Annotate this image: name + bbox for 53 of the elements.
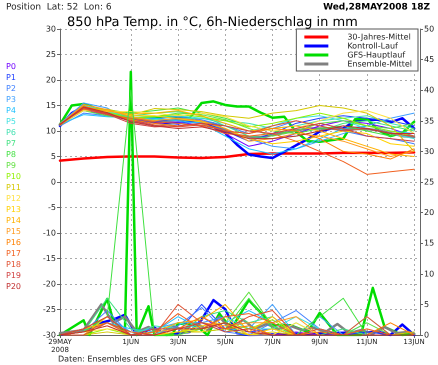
text: P20	[6, 282, 22, 291]
text: P3	[6, 95, 16, 104]
y2-tick-label: 30	[424, 146, 434, 156]
y-tick-label: -25	[42, 305, 56, 314]
y2-tick-label: 35	[424, 116, 434, 126]
y-tick-label: -30	[42, 330, 56, 340]
y2-tick-label: 15	[424, 238, 434, 248]
chart-title: 850 hPa Temp. in °C, 6h-Niederschlag in mm	[67, 15, 358, 30]
text: P9	[6, 161, 16, 170]
y2-tick-label: 0	[424, 330, 430, 340]
y-tick-label: -5	[48, 203, 56, 212]
y2-tick-label: 20	[424, 208, 434, 218]
y-tick-label: -15	[42, 254, 56, 263]
legend-label: 30-Jahres-Mittel	[347, 32, 411, 42]
text: P6	[6, 128, 16, 137]
text: P15	[6, 227, 22, 236]
text: P17	[6, 249, 22, 258]
y-tick-label: -10	[42, 228, 56, 238]
y2-tick-label: 10	[424, 269, 434, 278]
legend-label: GFS-Hauptlauf	[347, 50, 406, 60]
text: P2	[6, 84, 16, 93]
text: P4	[6, 106, 16, 115]
y-tick-label: -20	[42, 280, 56, 288]
y-tick-label: 20	[46, 76, 56, 84]
text: P18	[6, 260, 22, 269]
y-tick-label: 10	[46, 126, 56, 136]
text: Daten: Ensembles des GFS von NCEP	[58, 354, 208, 364]
text: P19	[6, 271, 22, 280]
text: P0	[6, 62, 16, 71]
text: P13	[6, 205, 22, 214]
text: P1	[6, 73, 16, 82]
text: Wed,28MAY2008 18Z	[323, 2, 430, 12]
y-tick-label: 5	[50, 152, 56, 161]
y-tick-label: 15	[46, 101, 56, 110]
y2-tick-label: 25	[424, 178, 434, 186]
text: P11	[6, 183, 22, 192]
text: P14	[6, 216, 22, 225]
chart-subtitle: Position Lat: 52 Lon: 6	[6, 2, 112, 12]
text: P8	[6, 150, 16, 159]
text: P7	[6, 139, 16, 148]
y2-tick-label: 40	[424, 86, 434, 95]
y2-tick-label: 45	[424, 55, 434, 64]
text: P5	[6, 117, 16, 126]
text: P10	[6, 172, 22, 181]
text: P12	[6, 194, 22, 203]
y2-tick-label: 50	[424, 24, 434, 34]
y-tick-label: 0	[50, 178, 56, 186]
y-tick-label: 30	[46, 24, 56, 34]
legend-label: Kontroll-Lauf	[347, 42, 398, 50]
y2-tick-label: 5	[424, 300, 430, 309]
y-tick-label: 25	[46, 50, 56, 59]
text: P16	[6, 238, 22, 247]
legend-label: Ensemble-Mittel	[347, 60, 412, 68]
